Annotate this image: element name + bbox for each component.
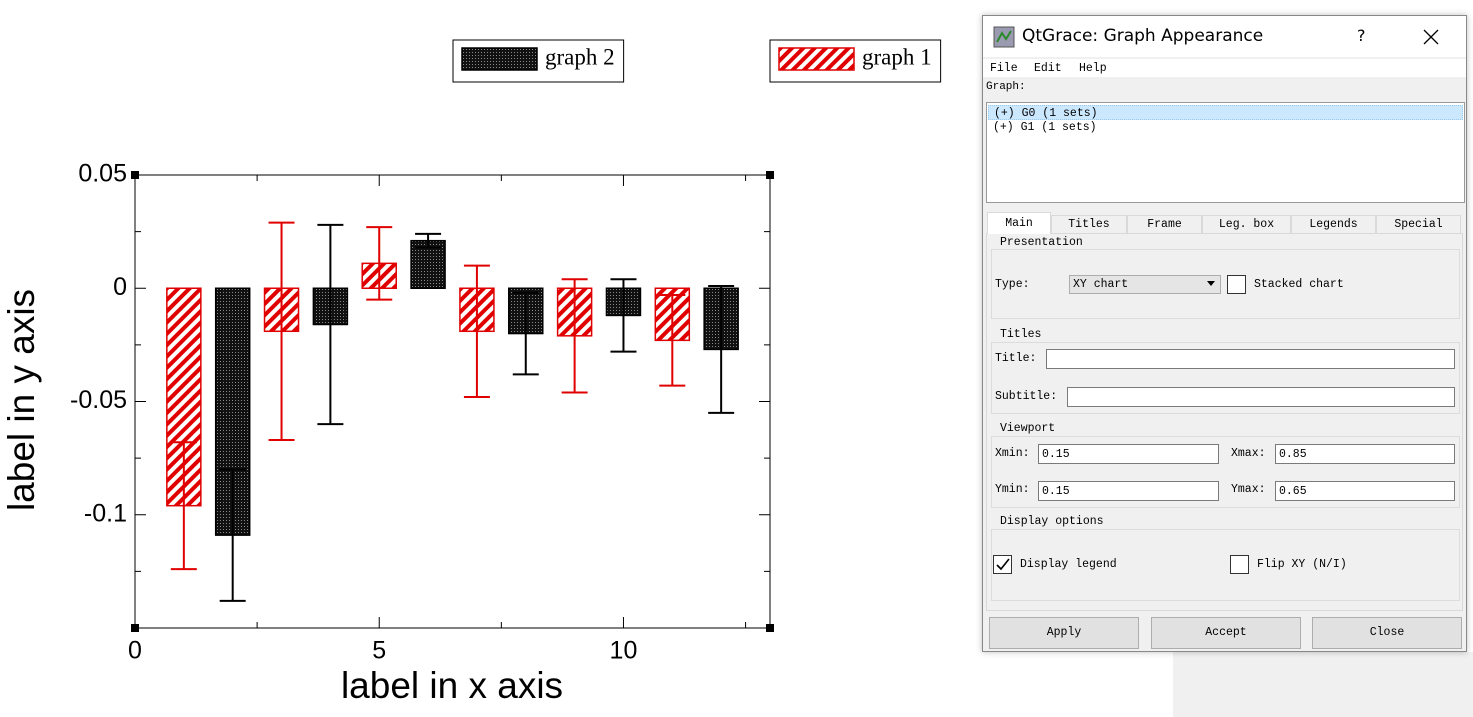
graph-list: (+) G0 (1 sets) (+) G1 (1 sets) <box>986 102 1465 203</box>
menu-bar <box>983 59 1466 77</box>
graph-list-item[interactable]: (+) G1 (1 sets) <box>993 121 1097 134</box>
plot-frame <box>134 174 771 629</box>
graph-list-item[interactable]: (+) G0 (1 sets) <box>988 105 1463 120</box>
tab[interactable]: Legends <box>1291 215 1376 234</box>
y-tick-label: -0.05 <box>70 386 127 414</box>
field-label: Title: <box>995 352 1037 365</box>
help-button[interactable]: ? <box>1357 26 1366 45</box>
legend: graph 1 <box>769 39 942 83</box>
y-tick-label: 0.05 <box>78 160 127 188</box>
menu-item[interactable]: File <box>990 62 1018 75</box>
group-heading: Display options <box>997 515 1107 528</box>
xmax-input[interactable]: 0.85 <box>1275 444 1455 464</box>
xmin-input[interactable]: 0.15 <box>1038 444 1219 464</box>
checkbox-label: Flip XY (N/I) <box>1257 558 1347 571</box>
dialog: QtGrace: Graph Appearance ? File Edit He… <box>982 15 1467 652</box>
type-select[interactable] <box>1069 275 1221 294</box>
frame-handle <box>131 171 139 179</box>
group-heading: Titles <box>997 328 1045 341</box>
y-axis-label: label in y axis <box>1 289 42 511</box>
title-input[interactable] <box>1046 349 1455 369</box>
field-label: Type: <box>995 278 1030 291</box>
dropdown-arrow <box>1207 281 1215 286</box>
tab[interactable]: Leg. box <box>1202 215 1291 234</box>
close-icon[interactable] <box>1423 29 1439 45</box>
group-box <box>991 342 1460 414</box>
ymax-input[interactable]: 0.65 <box>1275 481 1455 501</box>
tab[interactable]: Special <box>1376 215 1461 234</box>
app-icon <box>993 26 1015 48</box>
field-label: Ymax: <box>1231 483 1266 496</box>
x-tick-label: 0 <box>128 637 142 665</box>
group-heading: Viewport <box>997 422 1059 435</box>
ymin-input[interactable]: 0.15 <box>1038 481 1219 501</box>
apply-button[interactable]: Apply <box>989 617 1139 649</box>
checkbox[interactable] <box>993 555 1012 574</box>
title-bar <box>983 16 1466 57</box>
field-label: Xmax: <box>1231 447 1266 460</box>
x-axis-label: label in x axis <box>341 665 563 706</box>
dialog-title: QtGrace: Graph Appearance <box>1022 26 1264 46</box>
legend-label: graph 2 <box>545 44 615 69</box>
frame-handle <box>766 624 774 632</box>
legend-label: graph 1 <box>862 44 932 69</box>
group-box <box>991 436 1460 508</box>
graph-label: Graph: <box>986 81 1026 93</box>
y-tick-label: 0 <box>113 273 127 301</box>
x-tick-label: 5 <box>372 637 386 665</box>
checkbox-label: Display legend <box>1020 558 1117 571</box>
tab-pane <box>986 233 1463 611</box>
field-label: Subtitle: <box>995 390 1058 403</box>
frame-handle <box>766 171 774 179</box>
tab[interactable]: Frame <box>1127 215 1202 234</box>
legend: graph 2 <box>452 39 625 83</box>
chart: 0 5 10 0.05 0 -0.05 -0.1 label in x axis label… <box>1 39 942 706</box>
tab[interactable]: Main <box>987 212 1051 234</box>
checkbox-label: Stacked chart <box>1254 278 1344 291</box>
group-heading: Presentation <box>997 236 1086 249</box>
field-label: Xmin: <box>995 447 1030 460</box>
y-tick-label: -0.1 <box>84 499 127 527</box>
x-tick-label: 10 <box>610 637 638 665</box>
menu-item[interactable]: Edit <box>1034 62 1062 75</box>
tab[interactable]: Titles <box>1051 215 1127 234</box>
group-box <box>991 249 1460 319</box>
background-window <box>1173 652 1473 717</box>
accept-button[interactable]: Accept <box>1151 617 1301 649</box>
check-mark <box>996 558 1010 571</box>
frame-handle <box>131 624 139 632</box>
close-button[interactable]: Close <box>1312 617 1462 649</box>
menu-item[interactable]: Help <box>1079 62 1107 75</box>
field-label: Ymin: <box>995 483 1030 496</box>
group-box <box>991 529 1460 601</box>
legend-swatch <box>778 47 855 71</box>
checkbox[interactable] <box>1227 275 1246 294</box>
subtitle-input[interactable] <box>1067 387 1455 407</box>
legend-swatch <box>461 47 538 71</box>
checkbox[interactable] <box>1230 555 1249 574</box>
select-value: XY chart <box>1073 278 1129 291</box>
